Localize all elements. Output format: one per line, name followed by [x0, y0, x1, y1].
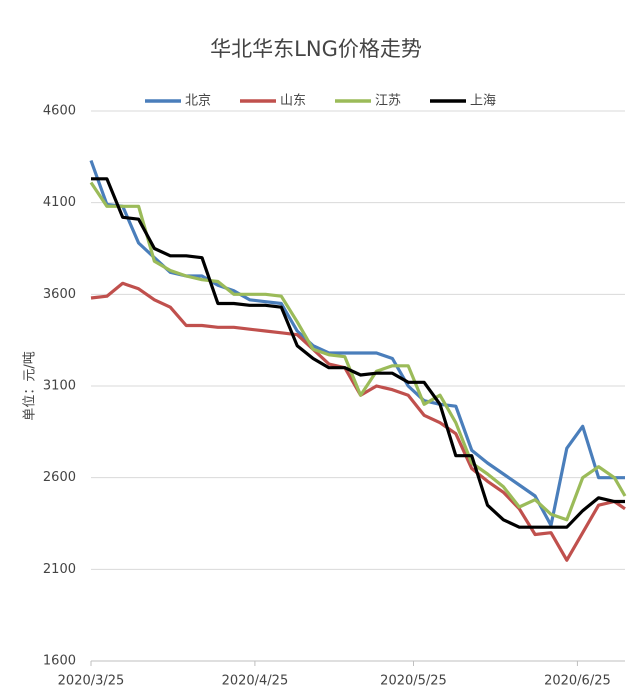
y-tick-label: 4100	[43, 195, 76, 210]
y-tick-label: 4600	[43, 104, 76, 119]
x-tick-label: 2020/6/25	[544, 674, 611, 689]
legend-label: 上海	[470, 94, 496, 109]
series-line	[91, 177, 625, 529]
legend-label: 江苏	[375, 93, 401, 109]
series-line	[89, 181, 627, 522]
x-tick-label: 2020/5/25	[380, 674, 447, 689]
y-axis-label: 单位：元/吨	[23, 351, 38, 420]
y-tick-label: 2100	[43, 562, 76, 577]
chart-title: 华北华东LNG价格走势	[210, 37, 422, 61]
y-tick-label: 3100	[43, 379, 76, 394]
series-line	[89, 159, 625, 527]
x-tick-label: 2020/3/25	[58, 674, 125, 689]
y-tick-label: 2600	[43, 470, 76, 485]
series-line	[90, 281, 626, 562]
y-tick-label: 1600	[43, 654, 76, 669]
x-tick-label: 2020/4/25	[222, 674, 289, 689]
legend-label: 北京	[185, 94, 211, 109]
y-tick-label: 3600	[43, 287, 76, 302]
legend-label: 山东	[280, 94, 306, 109]
